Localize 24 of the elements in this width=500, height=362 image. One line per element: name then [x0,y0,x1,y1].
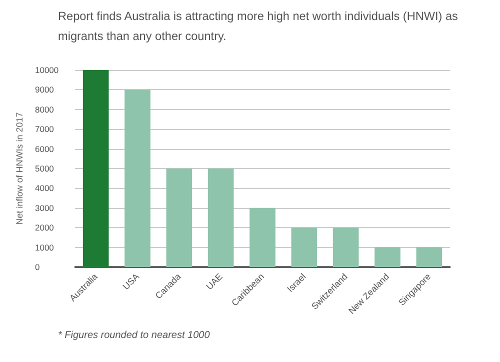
y-tick-label: 1000 [35,242,54,252]
x-tick-label: USA [120,271,142,292]
bar [416,247,442,267]
bar [332,228,359,267]
y-tick-label: 3000 [35,202,54,213]
bar [82,70,109,267]
text: * Figures rounded to nearest 1000 [58,330,210,341]
y-tick-label: 6000 [35,144,54,154]
chart-title: Report finds Australia is attracting more high net worth individuals (HNWI) as migrants than any other country. [58,8,459,45]
y-tick-label: 4000 [35,183,54,194]
bar [374,247,400,267]
y-tick-label: 10000 [35,65,59,75]
bar [208,168,234,267]
bar [124,90,150,267]
y-tick-label: 8000 [35,104,54,114]
bar [250,208,276,267]
y-tick-label: 9000 [35,84,54,95]
y-tick-label: 0 [35,262,40,272]
y-tick-label: 2000 [35,222,54,233]
y-axis-title: Net inflow of HNWIs in 2017 [14,112,25,225]
y-tick-label: 7000 [35,124,54,134]
bar [291,228,318,267]
y-tick-label: 5000 [35,164,54,174]
bar [166,168,192,267]
